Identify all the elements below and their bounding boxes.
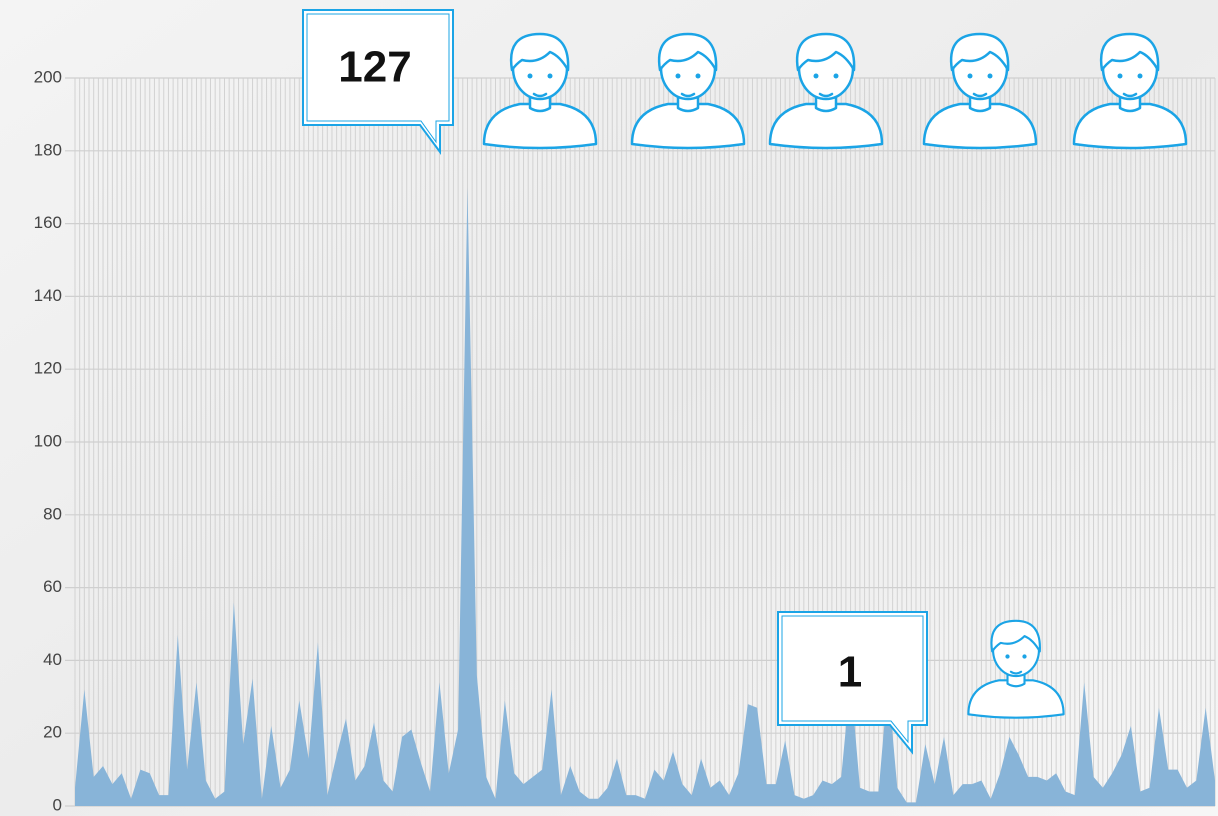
annotation: 1 — [838, 648, 862, 697]
y-tick-label: 0 — [53, 795, 62, 814]
y-tick-label: 20 — [43, 723, 62, 742]
callout: 1 — [777, 611, 928, 755]
y-tick-label: 140 — [34, 286, 62, 305]
y-tick-label: 80 — [43, 504, 62, 523]
callout: 127 — [302, 9, 454, 156]
y-tick-label: 180 — [34, 140, 62, 159]
y-tick-label: 200 — [34, 67, 62, 86]
y-tick-label: 40 — [43, 650, 62, 669]
y-tick-label: 60 — [43, 577, 62, 596]
y-tick-label: 120 — [34, 359, 62, 378]
y-tick-label: 100 — [34, 431, 62, 450]
annotation: 127 — [338, 43, 411, 92]
y-tick-label: 160 — [34, 213, 62, 232]
